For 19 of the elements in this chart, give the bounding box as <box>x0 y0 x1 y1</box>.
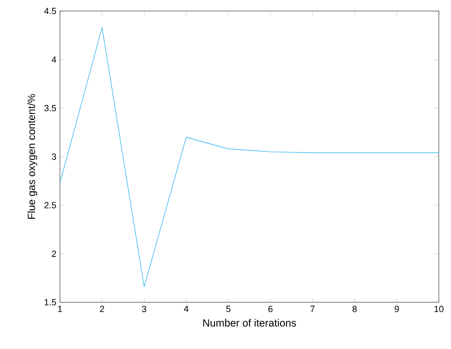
x-tick-label: 9 <box>394 306 399 312</box>
y-tick-label: 2.5 <box>44 202 56 208</box>
y-axis-title: Flue gas oxygen content/% <box>27 94 38 219</box>
x-tick-label: 5 <box>226 306 230 312</box>
x-tick-label: 10 <box>434 306 444 312</box>
x-tick-label: 4 <box>184 306 188 312</box>
y-tick-label: 2 <box>52 250 56 257</box>
x-tick-label: 1 <box>58 306 62 312</box>
x-tick-label: 6 <box>268 306 273 312</box>
y-tick-label: 4.5 <box>44 8 56 14</box>
x-tick-label: 8 <box>352 306 357 312</box>
x-tick-label: 3 <box>142 306 146 312</box>
y-tick-label: 3 <box>52 153 56 160</box>
x-axis-title: Number of iterations <box>203 318 296 327</box>
x-tick-label: 2 <box>100 306 104 312</box>
y-tick-label: 3.5 <box>44 104 56 112</box>
y-tick-label: 1.5 <box>44 299 56 306</box>
y-tick-label: 4 <box>52 56 56 63</box>
x-tick-label: 7 <box>310 306 315 312</box>
